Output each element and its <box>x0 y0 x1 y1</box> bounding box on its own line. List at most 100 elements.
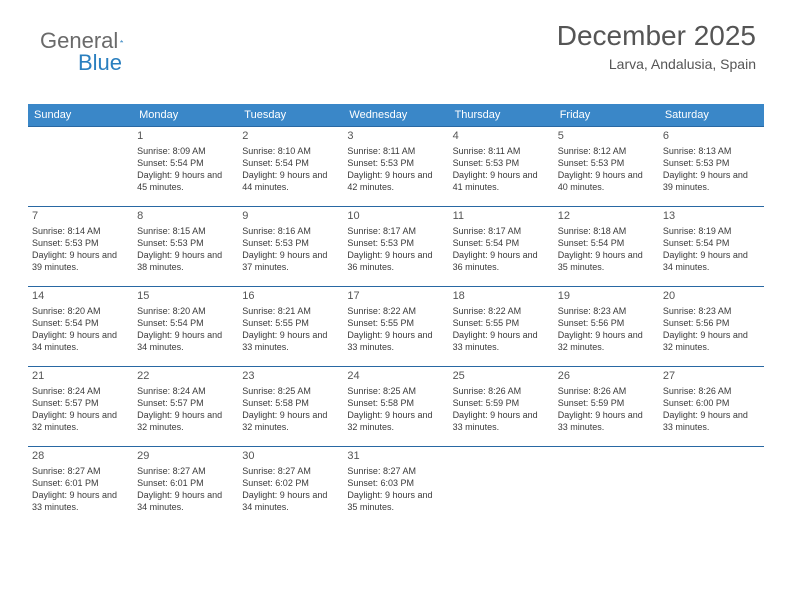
day-number: 3 <box>347 129 444 144</box>
day-number: 5 <box>558 129 655 144</box>
sunrise-line: Sunrise: 8:23 AM <box>663 305 760 317</box>
day-cell: 2Sunrise: 8:10 AMSunset: 5:54 PMDaylight… <box>238 126 343 206</box>
day-cell: 27Sunrise: 8:26 AMSunset: 6:00 PMDayligh… <box>659 366 764 446</box>
sunset-line: Sunset: 6:01 PM <box>32 477 129 489</box>
sunset-line: Sunset: 5:57 PM <box>32 397 129 409</box>
sunrise-line: Sunrise: 8:15 AM <box>137 225 234 237</box>
sunrise-line: Sunrise: 8:10 AM <box>242 145 339 157</box>
day-number: 22 <box>137 369 234 384</box>
sunset-line: Sunset: 5:55 PM <box>347 317 444 329</box>
day-header: Tuesday <box>238 104 343 126</box>
day-header: Saturday <box>659 104 764 126</box>
daylight-line: Daylight: 9 hours and 37 minutes. <box>242 249 339 273</box>
empty-cell <box>659 446 764 526</box>
sunrise-line: Sunrise: 8:26 AM <box>558 385 655 397</box>
day-number: 13 <box>663 209 760 224</box>
logo-text-b: Blue <box>78 50 122 76</box>
day-header: Sunday <box>28 104 133 126</box>
sunset-line: Sunset: 5:57 PM <box>137 397 234 409</box>
day-number: 2 <box>242 129 339 144</box>
day-number: 14 <box>32 289 129 304</box>
empty-cell <box>449 446 554 526</box>
day-cell: 4Sunrise: 8:11 AMSunset: 5:53 PMDaylight… <box>449 126 554 206</box>
day-cell: 5Sunrise: 8:12 AMSunset: 5:53 PMDaylight… <box>554 126 659 206</box>
day-cell: 15Sunrise: 8:20 AMSunset: 5:54 PMDayligh… <box>133 286 238 366</box>
sunrise-line: Sunrise: 8:27 AM <box>137 465 234 477</box>
daylight-line: Daylight: 9 hours and 35 minutes. <box>347 489 444 513</box>
day-number: 21 <box>32 369 129 384</box>
daylight-line: Daylight: 9 hours and 36 minutes. <box>453 249 550 273</box>
month-title: December 2025 <box>557 20 756 52</box>
sunset-line: Sunset: 5:53 PM <box>347 157 444 169</box>
sunrise-line: Sunrise: 8:20 AM <box>32 305 129 317</box>
sunset-line: Sunset: 5:58 PM <box>347 397 444 409</box>
day-number: 18 <box>453 289 550 304</box>
sunset-line: Sunset: 5:59 PM <box>453 397 550 409</box>
sunrise-line: Sunrise: 8:25 AM <box>347 385 444 397</box>
sunset-line: Sunset: 5:53 PM <box>453 157 550 169</box>
day-number: 15 <box>137 289 234 304</box>
sunrise-line: Sunrise: 8:19 AM <box>663 225 760 237</box>
day-header: Friday <box>554 104 659 126</box>
week-row: 7Sunrise: 8:14 AMSunset: 5:53 PMDaylight… <box>28 206 764 286</box>
sunrise-line: Sunrise: 8:27 AM <box>32 465 129 477</box>
day-cell: 8Sunrise: 8:15 AMSunset: 5:53 PMDaylight… <box>133 206 238 286</box>
day-cell: 16Sunrise: 8:21 AMSunset: 5:55 PMDayligh… <box>238 286 343 366</box>
sunrise-line: Sunrise: 8:11 AM <box>453 145 550 157</box>
day-header: Wednesday <box>343 104 448 126</box>
day-number: 17 <box>347 289 444 304</box>
day-cell: 20Sunrise: 8:23 AMSunset: 5:56 PMDayligh… <box>659 286 764 366</box>
sunset-line: Sunset: 5:55 PM <box>453 317 550 329</box>
day-number: 25 <box>453 369 550 384</box>
daylight-line: Daylight: 9 hours and 34 minutes. <box>137 329 234 353</box>
day-number: 10 <box>347 209 444 224</box>
sunset-line: Sunset: 5:54 PM <box>137 157 234 169</box>
sunset-line: Sunset: 5:53 PM <box>558 157 655 169</box>
day-cell: 19Sunrise: 8:23 AMSunset: 5:56 PMDayligh… <box>554 286 659 366</box>
sunset-line: Sunset: 6:03 PM <box>347 477 444 489</box>
sunset-line: Sunset: 5:53 PM <box>347 237 444 249</box>
daylight-line: Daylight: 9 hours and 34 minutes. <box>32 329 129 353</box>
daylight-line: Daylight: 9 hours and 32 minutes. <box>242 409 339 433</box>
daylight-line: Daylight: 9 hours and 34 minutes. <box>242 489 339 513</box>
daylight-line: Daylight: 9 hours and 33 minutes. <box>558 409 655 433</box>
day-number: 1 <box>137 129 234 144</box>
daylight-line: Daylight: 9 hours and 41 minutes. <box>453 169 550 193</box>
daylight-line: Daylight: 9 hours and 33 minutes. <box>453 329 550 353</box>
week-row: 1Sunrise: 8:09 AMSunset: 5:54 PMDaylight… <box>28 126 764 206</box>
day-cell: 31Sunrise: 8:27 AMSunset: 6:03 PMDayligh… <box>343 446 448 526</box>
day-number: 9 <box>242 209 339 224</box>
day-number: 20 <box>663 289 760 304</box>
sunrise-line: Sunrise: 8:24 AM <box>32 385 129 397</box>
day-cell: 28Sunrise: 8:27 AMSunset: 6:01 PMDayligh… <box>28 446 133 526</box>
day-number: 7 <box>32 209 129 224</box>
sunrise-line: Sunrise: 8:17 AM <box>347 225 444 237</box>
sunset-line: Sunset: 5:54 PM <box>558 237 655 249</box>
day-cell: 24Sunrise: 8:25 AMSunset: 5:58 PMDayligh… <box>343 366 448 446</box>
sunset-line: Sunset: 5:56 PM <box>558 317 655 329</box>
day-number: 4 <box>453 129 550 144</box>
daylight-line: Daylight: 9 hours and 32 minutes. <box>137 409 234 433</box>
sunset-line: Sunset: 5:54 PM <box>137 317 234 329</box>
sunset-line: Sunset: 5:53 PM <box>242 237 339 249</box>
sunrise-line: Sunrise: 8:23 AM <box>558 305 655 317</box>
sunrise-line: Sunrise: 8:22 AM <box>347 305 444 317</box>
day-cell: 1Sunrise: 8:09 AMSunset: 5:54 PMDaylight… <box>133 126 238 206</box>
sunrise-line: Sunrise: 8:16 AM <box>242 225 339 237</box>
sunrise-line: Sunrise: 8:13 AM <box>663 145 760 157</box>
daylight-line: Daylight: 9 hours and 32 minutes. <box>347 409 444 433</box>
day-number: 23 <box>242 369 339 384</box>
sunset-line: Sunset: 5:54 PM <box>453 237 550 249</box>
sunset-line: Sunset: 5:54 PM <box>663 237 760 249</box>
daylight-line: Daylight: 9 hours and 42 minutes. <box>347 169 444 193</box>
sunset-line: Sunset: 6:02 PM <box>242 477 339 489</box>
day-header: Thursday <box>449 104 554 126</box>
week-row: 28Sunrise: 8:27 AMSunset: 6:01 PMDayligh… <box>28 446 764 526</box>
sunrise-line: Sunrise: 8:26 AM <box>663 385 760 397</box>
day-cell: 3Sunrise: 8:11 AMSunset: 5:53 PMDaylight… <box>343 126 448 206</box>
sunrise-line: Sunrise: 8:11 AM <box>347 145 444 157</box>
day-cell: 11Sunrise: 8:17 AMSunset: 5:54 PMDayligh… <box>449 206 554 286</box>
header: December 2025 Larva, Andalusia, Spain <box>557 20 756 72</box>
sunrise-line: Sunrise: 8:26 AM <box>453 385 550 397</box>
daylight-line: Daylight: 9 hours and 33 minutes. <box>663 409 760 433</box>
